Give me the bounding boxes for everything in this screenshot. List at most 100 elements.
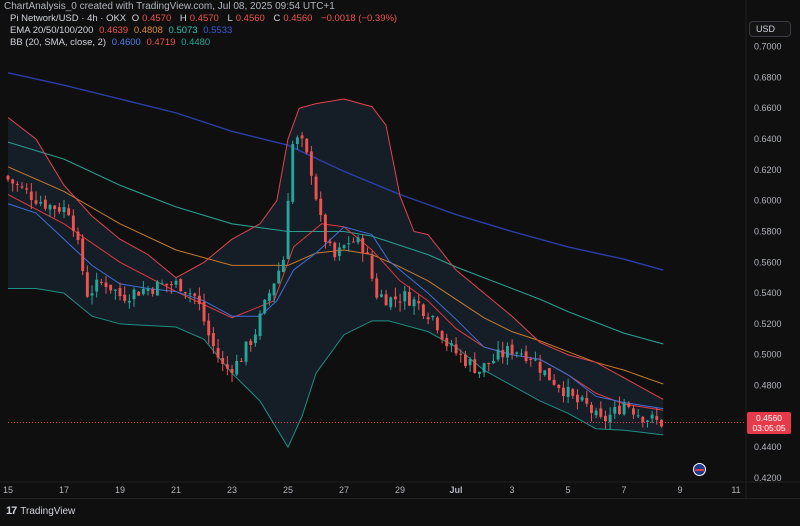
- candle-body: [375, 278, 379, 298]
- candle-body: [211, 333, 215, 347]
- candle-body: [305, 138, 309, 153]
- candle: [482, 362, 486, 378]
- candle-body: [263, 299, 267, 314]
- candle-body: [613, 406, 617, 414]
- bb-legend[interactable]: BB (20, SMA, close, 2) 0.4600 0.4719 0.4…: [10, 37, 213, 48]
- candle: [277, 262, 281, 285]
- bb-label[interactable]: BB (20, SMA, close, 2): [10, 37, 107, 48]
- candle-body: [197, 295, 201, 304]
- candle: [309, 146, 313, 185]
- ema-legend[interactable]: EMA 20/50/100/200 0.4639 0.4808 0.5073 0…: [10, 25, 235, 36]
- candle: [622, 398, 626, 416]
- candle: [174, 278, 178, 288]
- candle-body: [123, 294, 127, 301]
- candle-body: [81, 238, 85, 272]
- candle: [660, 419, 663, 428]
- candle-body: [547, 367, 551, 381]
- candle-body: [160, 283, 164, 285]
- candle: [90, 285, 94, 305]
- bollinger-band-fill: [8, 99, 664, 448]
- candle-body: [393, 296, 397, 300]
- candle: [6, 174, 10, 182]
- candle-body: [412, 299, 416, 307]
- ema100-value: 0.5073: [168, 25, 198, 36]
- candle-body: [174, 280, 178, 285]
- time-axis[interactable]: 15 17 19 21 23 25 27 29 Jul 3 5 7 9 11: [0, 481, 800, 495]
- x-tick-label: 11: [731, 485, 740, 495]
- economic-event-flag-icon[interactable]: [693, 463, 706, 476]
- candle-body: [468, 359, 472, 366]
- candle-body: [403, 291, 407, 302]
- candle: [43, 195, 47, 211]
- candle: [211, 327, 215, 354]
- candle: [95, 272, 99, 298]
- candle-body: [435, 317, 439, 331]
- candle-body: [356, 237, 360, 243]
- candle-body: [151, 289, 155, 294]
- x-tick-label: Jul: [449, 485, 462, 495]
- candle: [221, 351, 225, 372]
- candle: [459, 349, 463, 363]
- candle: [454, 337, 458, 356]
- candle: [244, 341, 248, 366]
- candle-body: [29, 191, 33, 201]
- candle-body: [193, 293, 197, 296]
- candle-body: [482, 363, 486, 373]
- candle: [613, 400, 617, 420]
- candle: [34, 191, 38, 206]
- y-tick-label: 0.6600: [754, 103, 782, 113]
- candle: [407, 286, 411, 307]
- candle: [370, 251, 374, 282]
- candle-body: [328, 241, 332, 244]
- candle: [281, 256, 285, 273]
- tradingview-logo[interactable]: 17 TradingView: [6, 505, 75, 517]
- candle-body: [71, 215, 75, 231]
- candle-body: [169, 284, 173, 286]
- candle: [127, 294, 131, 309]
- candle-body: [118, 288, 122, 297]
- candle: [305, 138, 309, 155]
- ohlc-high: H 0.4570: [179, 13, 219, 24]
- candle-body: [561, 387, 565, 397]
- candle-body: [636, 415, 640, 417]
- candle: [389, 296, 393, 311]
- candle-body: [48, 204, 52, 210]
- candle-body: [221, 358, 225, 364]
- candle: [519, 348, 523, 357]
- currency-button[interactable]: USD: [749, 21, 791, 37]
- candle-body: [104, 282, 108, 287]
- candle: [295, 135, 299, 150]
- candle-body: [407, 292, 411, 306]
- candle-body: [515, 352, 519, 354]
- candle: [113, 288, 117, 300]
- candle-body: [524, 351, 528, 362]
- symbol-name[interactable]: Pi Network/USD · 4h · OKX: [10, 13, 127, 24]
- candle-body: [244, 341, 248, 362]
- candle: [202, 293, 206, 326]
- candle-body: [6, 175, 10, 180]
- candle-body: [379, 294, 383, 297]
- bollinger-band-area: [8, 99, 664, 448]
- x-tick-label: 15: [3, 485, 13, 495]
- candle-body: [62, 206, 66, 213]
- y-tick-label: 0.5000: [754, 350, 782, 360]
- ohlc-close: C 0.4560: [273, 13, 313, 24]
- candle: [109, 284, 113, 294]
- candle: [393, 287, 397, 308]
- candle: [62, 199, 66, 219]
- candle-body: [445, 338, 449, 347]
- ema-label[interactable]: EMA 20/50/100/200: [10, 25, 94, 36]
- symbol-legend[interactable]: Pi Network/USD · 4h · OKX O 0.4570 H 0.457…: [10, 13, 400, 24]
- candle-body: [267, 293, 271, 301]
- candle-body: [20, 186, 24, 188]
- candle: [463, 350, 467, 369]
- candle: [491, 353, 495, 364]
- candle: [403, 285, 407, 310]
- candle: [440, 330, 444, 344]
- price-axis[interactable]: 0.7000 0.6800 0.6600 0.6400 0.6200 0.6000 0.58…: [745, 0, 782, 498]
- candle-body: [473, 359, 477, 373]
- candle-body: [618, 405, 621, 415]
- candle-body: [501, 350, 505, 358]
